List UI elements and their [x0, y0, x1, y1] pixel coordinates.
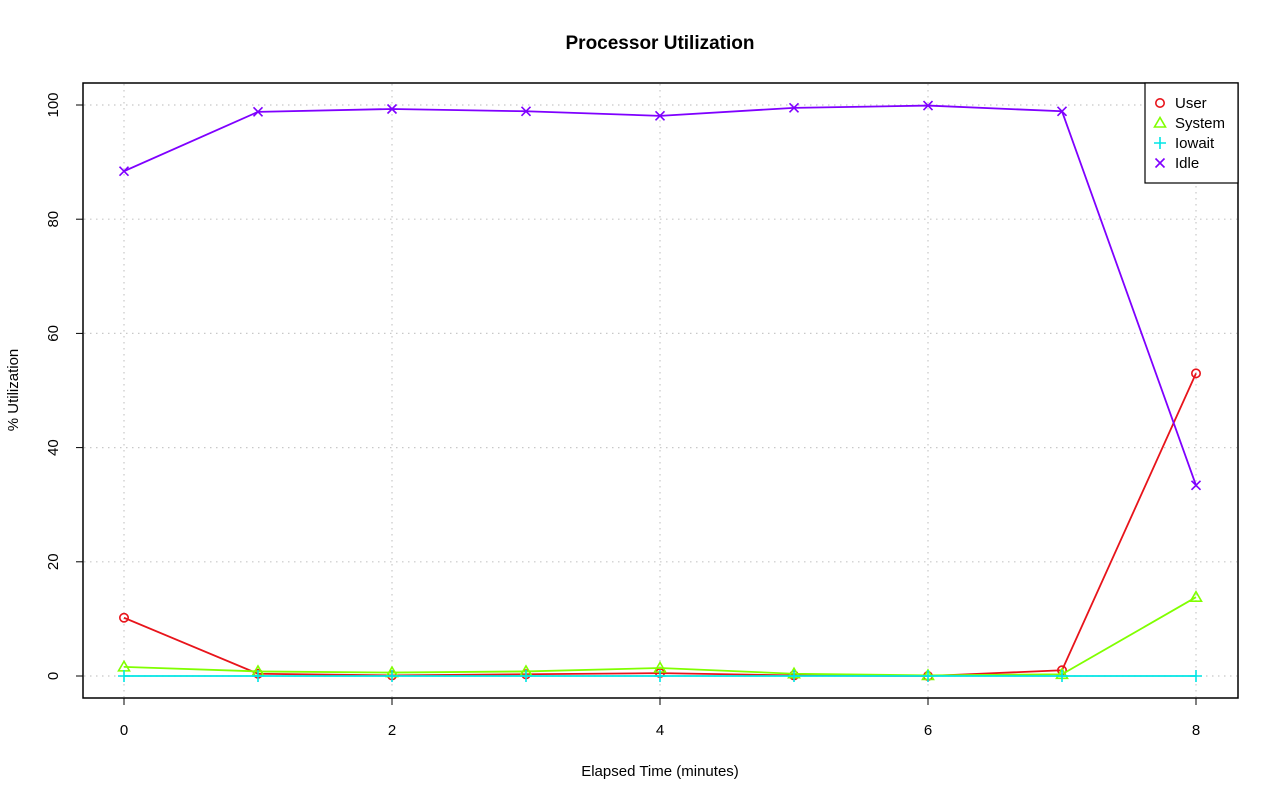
data-point-idle [654, 110, 666, 121]
data-point-idle [788, 102, 800, 113]
legend-label-iowait: Iowait [1175, 135, 1215, 152]
x-tick-label: 2 [388, 722, 396, 739]
data-point-iowait [252, 670, 264, 682]
data-point-user [119, 612, 130, 623]
legend: User System Iowait Idle [1144, 82, 1239, 184]
y-axis: 0 20 40 60 80 100 [45, 92, 83, 680]
legend-marker-user [1155, 98, 1166, 109]
data-point-idle [520, 106, 532, 117]
y-tick-label: 20 [45, 553, 62, 570]
x-tick-label: 4 [656, 722, 664, 739]
x-tick-label: 6 [924, 722, 932, 739]
data-point-idle [386, 103, 398, 115]
y-tick-label: 40 [45, 439, 62, 456]
data-point-iowait [1056, 670, 1068, 682]
y-tick-label: 100 [45, 92, 62, 117]
data-point-iowait [386, 670, 398, 682]
y-tick-label: 80 [45, 211, 62, 228]
data-point-idle [118, 166, 130, 177]
legend-label-system: System [1175, 115, 1225, 132]
x-axis-label: Elapsed Time (minutes) [581, 763, 739, 780]
data-point-idle [252, 106, 264, 117]
legend-label-user: User [1175, 95, 1207, 112]
data-point-iowait [788, 670, 800, 682]
grid-lines [84, 84, 1237, 697]
data-point-system [1189, 590, 1203, 603]
legend-marker-idle [1154, 157, 1166, 169]
x-tick-label: 8 [1192, 722, 1200, 739]
series-idle [118, 100, 1202, 491]
series-line-system [123, 596, 1197, 677]
x-axis: 0 2 4 6 8 [120, 698, 1200, 739]
series-layer [117, 100, 1203, 682]
legend-label-idle: Idle [1175, 155, 1199, 172]
data-point-iowait [1190, 670, 1202, 682]
legend-items: User System Iowait Idle [1153, 95, 1225, 172]
legend-box [1144, 82, 1239, 184]
legend-marker-system [1153, 115, 1167, 128]
data-point-user [1191, 368, 1202, 379]
y-tick-label: 60 [45, 325, 62, 342]
data-point-iowait [118, 670, 130, 682]
chart-title: Processor Utilization [566, 33, 755, 54]
data-point-idle [922, 100, 934, 111]
legend-marker-iowait [1154, 137, 1166, 149]
y-tick-label: 0 [45, 672, 62, 680]
series-user [119, 368, 1202, 681]
data-point-idle [1056, 106, 1068, 117]
data-point-idle [1190, 480, 1202, 491]
x-tick-label: 0 [120, 722, 128, 739]
data-point-iowait [922, 670, 934, 682]
data-point-iowait [520, 670, 532, 682]
series-iowait [118, 670, 1202, 682]
data-point-iowait [654, 670, 666, 682]
y-axis-label: % Utilization [5, 349, 22, 432]
